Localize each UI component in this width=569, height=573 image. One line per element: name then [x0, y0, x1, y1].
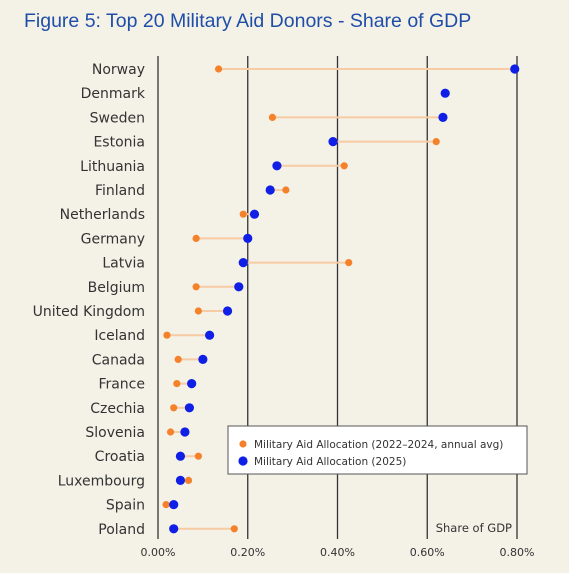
category-label: Sweden: [90, 110, 145, 126]
point-2025: [328, 137, 338, 147]
category-label: Poland: [98, 522, 145, 538]
point-2022-2024: [163, 331, 171, 339]
category-labels: Norway Denmark Sweden Estonia Lithuania Finla…: [33, 62, 146, 538]
point-2022-2024: [432, 138, 440, 146]
point-2025: [184, 403, 195, 413]
category-label: Spain: [106, 498, 145, 514]
point-2025: [510, 64, 520, 74]
category-label: Denmark: [81, 86, 146, 102]
legend-marker-2022-2024: [239, 440, 247, 448]
x-axis-label: Share of GDP: [436, 521, 512, 535]
category-label: Estonia: [93, 135, 145, 151]
point-2022-2024: [170, 404, 178, 412]
point-2022-2024: [184, 476, 193, 484]
category-label: Iceland: [94, 328, 145, 344]
category-label: France: [98, 377, 145, 393]
point-2025: [180, 427, 190, 437]
category-label: Luxembourg: [58, 473, 145, 489]
point-2022-2024: [194, 307, 202, 315]
point-2025: [222, 306, 233, 316]
point-2022-2024: [282, 186, 290, 194]
legend-box: [227, 425, 528, 475]
category-label: United Kingdom: [33, 304, 145, 320]
point-2022-2024: [192, 234, 200, 242]
point-2025: [438, 112, 448, 122]
point-2022-2024: [268, 113, 277, 121]
point-2022-2024: [174, 355, 182, 363]
point-2025: [175, 475, 186, 485]
x-tick-labels: 0.00% 0.20% 0.40% 0.60% 0.80%: [141, 546, 535, 559]
point-2025: [169, 500, 179, 510]
point-2022-2024: [340, 162, 348, 170]
category-label: Canada: [92, 352, 145, 368]
point-2022-2024: [162, 501, 170, 509]
chart-title: Figure 5: Top 20 Military Aid Donors - S…: [24, 10, 472, 32]
point-2022-2024: [173, 380, 181, 388]
point-2022-2024: [192, 283, 200, 291]
legend-label-2022-2024: Military Aid Allocation (2022–2024, annu…: [254, 439, 503, 451]
category-label: Belgium: [88, 280, 145, 296]
point-2025: [205, 330, 215, 340]
point-2022-2024: [194, 452, 202, 460]
point-2022-2024: [166, 428, 175, 436]
category-label: Finland: [95, 183, 145, 199]
legend-marker-2025: [238, 456, 248, 466]
point-2025: [265, 185, 275, 195]
x-tick-label: 0.20%: [230, 546, 265, 559]
point-2025: [272, 161, 282, 171]
point-2025: [243, 233, 253, 243]
category-label: Lithuania: [80, 159, 145, 175]
point-2025: [234, 282, 244, 292]
series-2025-points: [169, 64, 520, 534]
point-2022-2024: [345, 259, 353, 267]
category-label: Netherlands: [60, 207, 145, 223]
point-2025: [187, 379, 197, 389]
category-label: Slovenia: [85, 425, 145, 441]
point-2025: [249, 209, 260, 219]
category-label: Croatia: [95, 449, 145, 465]
point-2022-2024: [230, 525, 238, 533]
point-2025: [169, 524, 179, 534]
category-label: Norway: [92, 62, 145, 78]
point-2025: [440, 88, 450, 98]
legend: Military Aid Allocation (2022–2024, annu…: [227, 425, 528, 475]
legend-label-2025: Military Aid Allocation (2025): [254, 456, 406, 468]
point-2022-2024: [239, 210, 247, 218]
point-2025: [238, 258, 248, 268]
category-label: Czechia: [90, 401, 145, 417]
x-tick-label: 0.00%: [141, 546, 176, 559]
point-2022-2024: [214, 65, 223, 73]
category-label: Latvia: [102, 256, 145, 272]
series-2022-2024-points: [162, 65, 440, 533]
point-2025: [198, 354, 208, 364]
point-2025: [175, 451, 186, 461]
x-tick-label: 0.40%: [320, 546, 355, 559]
category-label: Germany: [81, 231, 145, 247]
x-tick-label: 0.60%: [410, 546, 445, 559]
x-tick-label: 0.80%: [500, 546, 535, 559]
